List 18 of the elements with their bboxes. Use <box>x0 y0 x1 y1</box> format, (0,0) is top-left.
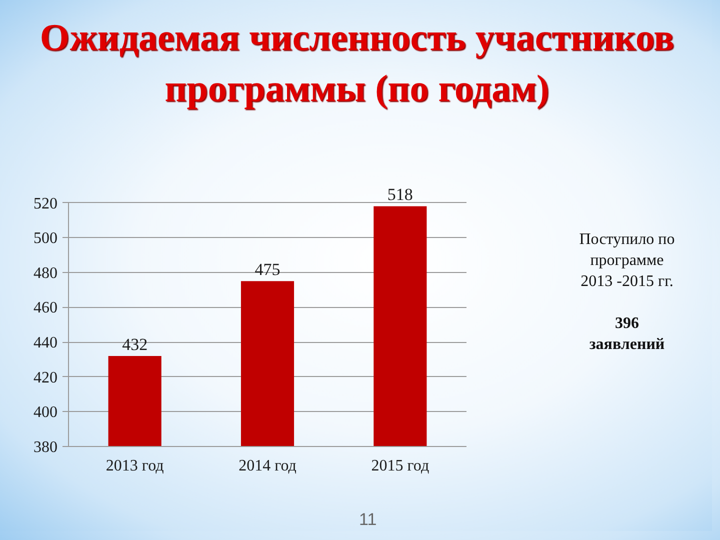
text: 396 заявлений <box>588 314 666 356</box>
y-tick-label: 420 <box>34 369 58 386</box>
y-tick-label: 480 <box>34 264 58 282</box>
x-tick-label: 2013 год <box>106 458 164 474</box>
y-tick-label: 400 <box>34 404 58 422</box>
data-label: 518 <box>387 185 413 204</box>
y-tick-label: 500 <box>34 230 58 248</box>
data-label: 475 <box>254 260 280 280</box>
x-tick-label: 2015 год <box>371 458 430 474</box>
x-tick-label: 2014 год <box>238 458 296 474</box>
data-label: 432 <box>122 334 148 354</box>
y-tick-label: 440 <box>34 334 58 352</box>
text: Поступило по программе 2013 -2015 гг. <box>578 230 676 292</box>
text: 11 <box>359 509 377 531</box>
y-tick-label: 460 <box>34 300 58 317</box>
y-tick-label: 380 <box>34 439 58 456</box>
y-tick-label: 520 <box>34 195 58 212</box>
chart-title: Ожидаемая численность участников программы (по годам) <box>38 16 676 112</box>
